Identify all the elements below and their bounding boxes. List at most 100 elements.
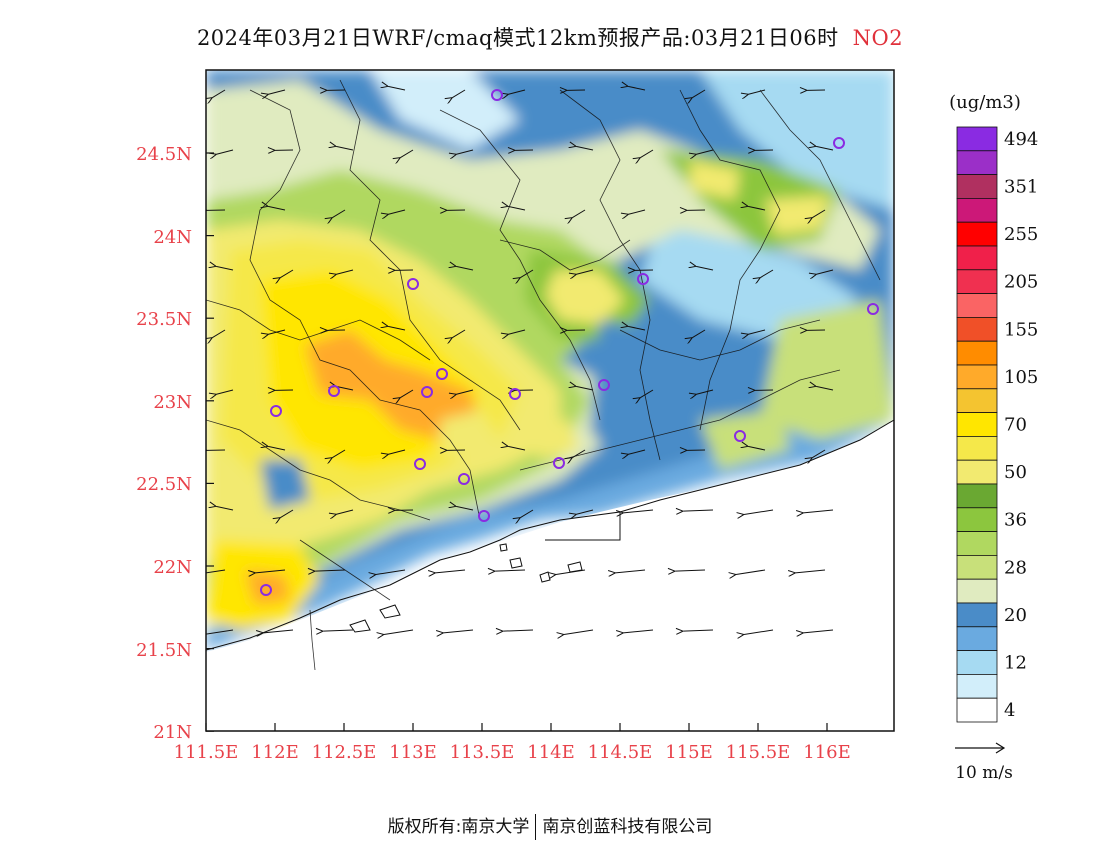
lon-label: 116E xyxy=(803,742,851,763)
legend-swatch xyxy=(956,364,998,390)
legend-level-label: 12 xyxy=(1004,653,1027,674)
legend-level-label: 20 xyxy=(1004,605,1027,626)
wind-arrow xyxy=(456,389,474,394)
wind-arrow xyxy=(508,89,526,94)
wind-arrow xyxy=(640,389,654,398)
wind-arrow xyxy=(615,569,646,573)
wind-arrow xyxy=(452,329,466,338)
wind-arrow xyxy=(452,89,466,98)
wind-arrow xyxy=(508,329,526,334)
legend-level-label: 205 xyxy=(1004,272,1038,293)
copyright-footer: 版权所有:南京大学 南京创蓝科技有限公司 xyxy=(0,812,1100,840)
legend-level-label: 351 xyxy=(1004,177,1038,198)
lat-label: 22.5N xyxy=(136,474,192,495)
wind-arrow xyxy=(628,449,646,454)
wind-arrow xyxy=(696,266,714,271)
concentration-field xyxy=(206,70,894,731)
wind-arrow xyxy=(336,146,354,151)
legend-level-label: 28 xyxy=(1004,557,1027,578)
legend-swatch xyxy=(956,293,998,318)
wind-arrow xyxy=(760,269,774,278)
wind-arrow xyxy=(576,509,594,514)
station-marker xyxy=(414,458,426,470)
wind-reference-label: 10 m/s xyxy=(955,763,1013,783)
footer-separator xyxy=(535,814,537,840)
wind-arrow xyxy=(520,269,534,278)
wind-arrow xyxy=(816,269,834,274)
legend-swatch xyxy=(956,555,998,580)
wind-arrow xyxy=(803,629,834,633)
station-marker xyxy=(260,584,272,596)
station-marker xyxy=(637,273,649,285)
station-marker xyxy=(421,386,433,398)
wind-arrow xyxy=(268,89,286,94)
wind-arrow xyxy=(816,146,834,151)
legend-swatch xyxy=(956,174,998,199)
legend-swatch xyxy=(956,197,998,223)
lon-label: 113.5E xyxy=(450,742,515,763)
wind-arrow xyxy=(736,569,766,574)
station-marker xyxy=(436,368,448,380)
station-marker xyxy=(478,510,490,522)
legend-level-label: 36 xyxy=(1004,510,1027,531)
wind-arrow xyxy=(628,86,646,91)
wind-arrow xyxy=(280,269,294,278)
wind-arrow xyxy=(206,569,226,574)
lat-label: 21.5N xyxy=(136,640,192,661)
wind-arrow xyxy=(400,389,414,398)
lat-label: 23.5N xyxy=(136,309,192,330)
wind-arrow xyxy=(336,269,354,274)
wind-arrow xyxy=(216,149,234,154)
axis-ticks xyxy=(205,152,828,732)
wind-arrow xyxy=(212,89,226,98)
wind-arrow xyxy=(206,629,234,635)
legend-swatch xyxy=(956,507,998,532)
lon-label: 115.5E xyxy=(726,742,791,763)
wind-arrow xyxy=(456,506,474,511)
wind-arrow xyxy=(683,630,714,631)
wind-arrow xyxy=(628,326,646,331)
wind-arrow xyxy=(376,569,406,574)
wind-arrow xyxy=(495,570,526,571)
title-main: 2024年03月21日WRF/cmaq模式12km预报产品:03月21日06时 xyxy=(196,26,839,50)
wind-arrow xyxy=(816,386,834,391)
footer-left: 版权所有:南京大学 xyxy=(387,817,530,837)
longitude-labels: 111.5E 112E 112.5E 113E 113.5E 114E 114.… xyxy=(174,742,851,763)
wind-arrow xyxy=(268,329,286,334)
wind-arrow xyxy=(628,209,646,214)
wind-arrow xyxy=(435,569,466,573)
lat-label: 24.5N xyxy=(136,144,192,165)
wind-arrow xyxy=(388,86,406,91)
wind-arrow xyxy=(696,149,714,154)
wind-arrow xyxy=(812,209,826,218)
station-markers xyxy=(260,89,879,596)
wind-arrow xyxy=(572,209,586,218)
legend-swatch xyxy=(956,578,998,604)
wind-arrow xyxy=(748,206,766,211)
legend-level-label: 70 xyxy=(1004,415,1027,436)
wind-arrow xyxy=(263,629,294,633)
legend-level-label: 255 xyxy=(1004,224,1038,245)
legend-swatch xyxy=(956,531,998,556)
wind-arrow xyxy=(216,506,234,511)
wind-arrow xyxy=(812,449,826,458)
legend-swatch xyxy=(956,412,998,437)
lon-label: 115E xyxy=(665,742,713,763)
latitude-labels: 24.5N 24N 23.5N 23N 22.5N 22N 21.5N 21N xyxy=(136,144,192,743)
wind-arrow xyxy=(332,209,346,218)
legend-swatch xyxy=(956,650,998,675)
wind-arrow xyxy=(692,329,706,338)
wind-arrow xyxy=(268,446,286,451)
lat-label: 21N xyxy=(153,722,192,743)
station-marker xyxy=(270,405,282,417)
legend-unit: (ug/m3) xyxy=(949,92,1021,113)
wind-arrow xyxy=(576,269,594,274)
wind-arrow xyxy=(623,629,654,633)
legend-level-label: 4 xyxy=(1004,700,1015,721)
footer-right: 南京创蓝科技有限公司 xyxy=(542,817,713,837)
legend-level-label: 50 xyxy=(1004,462,1027,483)
lon-label: 114.5E xyxy=(588,742,653,763)
wind-arrow xyxy=(572,449,586,458)
legend-swatch xyxy=(956,602,998,628)
